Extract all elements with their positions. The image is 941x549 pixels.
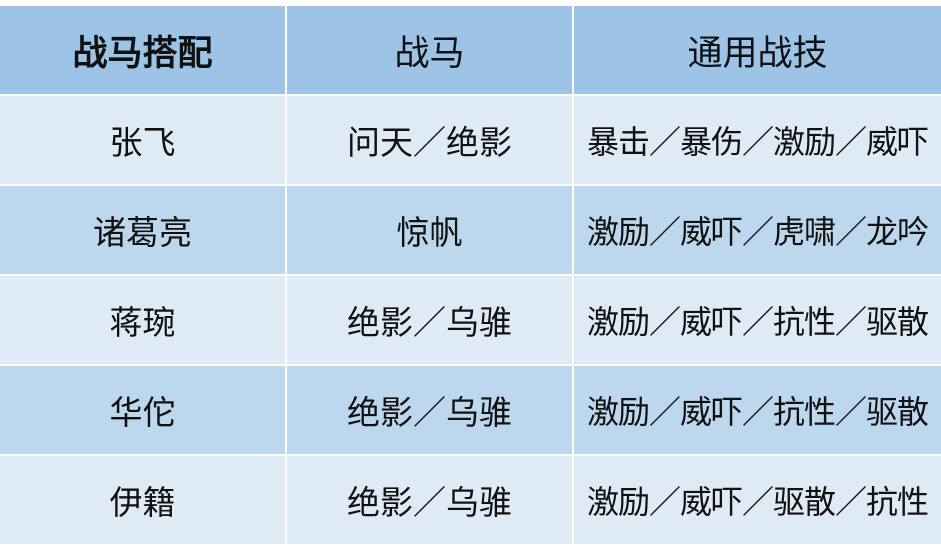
cell-horse: 惊帆 (287, 186, 572, 274)
header-skills: 通用战技 (574, 6, 941, 94)
cell-general: 诸葛亮 (0, 186, 285, 274)
header-horse: 战马 (287, 6, 572, 94)
cell-skills: 激励／威吓／抗性／驱散 (574, 276, 941, 364)
cell-skills: 激励／威吓／驱散／抗性 (574, 456, 941, 544)
cell-skills: 暴击／暴伤／激励／威吓 (574, 96, 941, 184)
horse-pairing-table: 战马搭配 战马 通用战技 张飞 问天／绝影 暴击／暴伤／激励／威吓 诸葛亮 惊帆… (0, 6, 941, 544)
header-pairing: 战马搭配 (0, 6, 285, 94)
cell-general: 蒋琬 (0, 276, 285, 364)
cell-skills: 激励／威吓／虎啸／龙吟 (574, 186, 941, 274)
cell-horse: 绝影／乌骓 (287, 456, 572, 544)
cell-skills: 激励／威吓／抗性／驱散 (574, 366, 941, 454)
cell-horse: 绝影／乌骓 (287, 276, 572, 364)
cell-general: 张飞 (0, 96, 285, 184)
cell-general: 伊籍 (0, 456, 285, 544)
cell-horse: 问天／绝影 (287, 96, 572, 184)
cell-general: 华佗 (0, 366, 285, 454)
cell-horse: 绝影／乌骓 (287, 366, 572, 454)
